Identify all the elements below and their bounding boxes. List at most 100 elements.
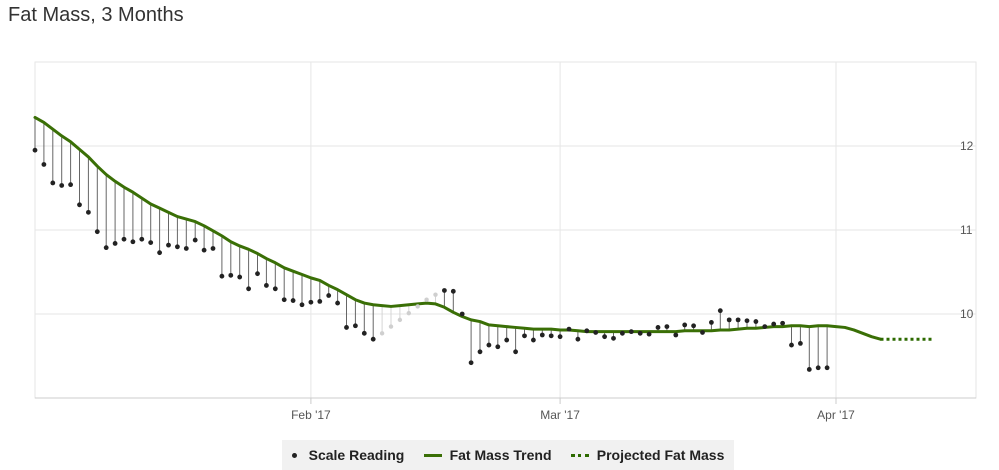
scale-reading-point (450, 288, 456, 294)
fat-mass-chart: 10 11 12 Feb '17 Mar '17 Apr '17 (32, 61, 977, 422)
scale-reading-point (68, 182, 73, 188)
scale-reading-point (744, 318, 750, 324)
scale-reading-point (335, 300, 340, 306)
y-tick-label: 11 (960, 223, 973, 237)
axis-layer: 10 11 12 Feb '17 Mar '17 Apr '17 (291, 139, 974, 422)
scale-reading-point (201, 247, 207, 253)
scale-reading-point (673, 332, 679, 338)
projected-line-icon (570, 453, 589, 457)
scale-reading-point (210, 246, 216, 251)
scale-reading-point (353, 323, 358, 329)
scale-reading-point (655, 325, 661, 330)
scale-reading-point (94, 229, 100, 235)
x-tick-label: Feb '17 (291, 408, 331, 422)
scale-reading-point (228, 272, 234, 278)
scale-reading-point (77, 202, 82, 208)
scale-reading-point (789, 342, 794, 348)
scale-reading-point (637, 330, 643, 336)
scale-reading-point (611, 335, 616, 341)
scale-reading-point (539, 332, 545, 338)
legend-item-projected-fat-mass[interactable]: Projected Fat Mass (570, 447, 725, 463)
scale-reading-point (121, 236, 127, 242)
scale-reading-point (717, 308, 723, 314)
scale-reading-point (495, 344, 501, 350)
faded-reading-point (424, 297, 429, 302)
faded-reading-point (388, 324, 394, 329)
trend-layer (33, 115, 934, 341)
scale-reading-point (86, 209, 91, 215)
scale-reading-point (41, 162, 47, 167)
scale-reading-point (824, 365, 830, 371)
sinker-layer (34, 117, 828, 370)
y-tick-label: 12 (960, 139, 974, 153)
scale-reading-point (175, 244, 180, 250)
scale-reading-point (531, 337, 536, 343)
scale-reading-point (557, 334, 563, 340)
legend-label-projected-fat-mass: Projected Fat Mass (596, 447, 725, 463)
scale-reading-point (504, 337, 510, 343)
scale-reading-point (753, 319, 759, 324)
scale-reading-point (32, 147, 38, 153)
scale-reading-point (361, 330, 367, 336)
legend-item-fat-mass-trend[interactable]: Fat Mass Trend (423, 447, 552, 463)
faded-reading-point (433, 292, 438, 297)
scale-reading-point (237, 274, 243, 280)
scale-reading-point (513, 349, 518, 355)
scale-reading-point (246, 286, 252, 292)
scale-reading-point (566, 326, 572, 332)
scale-reading-point (548, 333, 554, 339)
scale-reading-point (815, 365, 821, 371)
dot-layer (32, 147, 830, 372)
legend-label-scale-reading: Scale Reading (308, 447, 405, 463)
scale-reading-point (264, 283, 269, 288)
faded-reading-point (415, 304, 420, 309)
scale-reading-marker-icon (291, 452, 297, 458)
scale-reading-point (468, 360, 474, 366)
legend-label-fat-mass-trend: Fat Mass Trend (449, 447, 552, 463)
y-tick-label: 10 (960, 307, 974, 321)
scale-reading-point (771, 321, 777, 327)
scale-reading-point (139, 236, 145, 242)
faded-reading-point (379, 331, 385, 336)
scale-reading-point (486, 342, 492, 348)
scale-reading-point (50, 180, 56, 186)
scale-reading-point (620, 330, 625, 336)
chart-legend: Scale Reading Fat Mass Trend Projected F… (282, 440, 734, 470)
faded-reading-point (406, 310, 411, 316)
scale-reading-point (593, 330, 599, 335)
scale-reading-point (709, 320, 714, 325)
trend-line-icon (423, 453, 442, 457)
scale-reading-point (602, 334, 607, 340)
chart-title: Fat Mass, 3 Months (8, 4, 184, 26)
scale-reading-point (281, 297, 287, 303)
x-tick-label: Apr '17 (817, 408, 855, 422)
scale-reading-point (806, 367, 812, 372)
scale-reading-point (477, 349, 483, 355)
scale-reading-point (183, 246, 189, 251)
scale-reading-point (148, 240, 154, 246)
scale-reading-point (628, 329, 634, 335)
scale-reading-point (166, 242, 171, 248)
scale-reading-point (272, 286, 278, 292)
scale-reading-point (59, 183, 65, 188)
scale-reading-point (317, 299, 323, 304)
scale-reading-point (459, 311, 465, 317)
scale-reading-point (798, 341, 803, 346)
scale-reading-point (735, 317, 741, 323)
scale-reading-point (664, 324, 670, 329)
scale-reading-point (370, 336, 376, 342)
scale-reading-point (646, 331, 652, 337)
scale-reading-point (762, 324, 768, 329)
scale-reading-point (299, 302, 305, 308)
scale-reading-point (157, 250, 163, 256)
scale-reading-point (255, 271, 260, 277)
scale-reading-point (344, 325, 349, 330)
legend-item-scale-reading[interactable]: Scale Reading (291, 447, 405, 463)
scale-reading-point (575, 336, 581, 342)
x-tick-label: Mar '17 (540, 408, 580, 422)
scale-reading-point (326, 293, 332, 298)
scale-reading-point (219, 273, 225, 279)
scale-reading-point (130, 239, 136, 245)
scale-reading-point (442, 288, 447, 293)
scale-reading-point (522, 333, 527, 339)
